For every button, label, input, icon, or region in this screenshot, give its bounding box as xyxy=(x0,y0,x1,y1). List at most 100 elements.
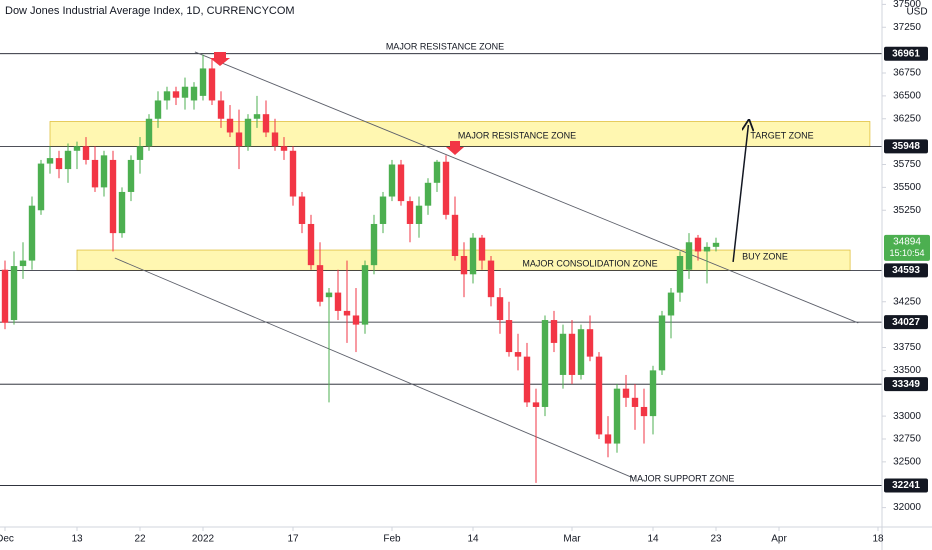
candle-body xyxy=(469,237,477,275)
x-tick-label: 14 xyxy=(467,534,479,545)
level-label: 35948 xyxy=(892,141,920,152)
candle-body xyxy=(487,260,495,298)
y-tick-label: 33500 xyxy=(893,365,921,376)
level-label-bg xyxy=(884,263,928,278)
x-tick-label: Mar xyxy=(563,534,581,545)
arrow-marker xyxy=(210,52,230,66)
candle-body xyxy=(622,388,630,398)
candle-body xyxy=(361,265,369,325)
candle-body xyxy=(64,150,72,170)
candle-body xyxy=(568,333,576,375)
candle-body xyxy=(505,320,513,353)
x-tick-label: 17 xyxy=(287,534,299,545)
candle-body xyxy=(604,434,612,444)
candle-body xyxy=(541,320,549,407)
y-tick-label: 37500 xyxy=(893,0,921,10)
candle-body xyxy=(190,86,198,101)
level-label: 33349 xyxy=(892,379,920,390)
candle-body xyxy=(154,100,162,119)
plot-area xyxy=(0,51,882,486)
candle-body xyxy=(127,159,135,192)
candle-body xyxy=(397,164,405,202)
candle-body xyxy=(298,196,306,224)
candle-body xyxy=(433,161,441,183)
candle-body xyxy=(226,118,234,133)
target-arrow xyxy=(732,125,748,263)
candle-body xyxy=(37,163,45,211)
candle-body xyxy=(559,333,567,375)
candle-body xyxy=(109,159,117,234)
y-tick-label: 35250 xyxy=(893,205,921,216)
candle-body xyxy=(370,223,378,266)
y-tick-label: 32750 xyxy=(893,434,921,445)
candle-body xyxy=(253,114,261,119)
candle-body xyxy=(280,146,288,151)
x-tick-label: 14 xyxy=(647,534,659,545)
y-tick-label: 33000 xyxy=(893,411,921,422)
y-tick-label: 34250 xyxy=(893,296,921,307)
candle-body xyxy=(82,146,90,160)
last-price: 34894 xyxy=(893,236,921,247)
annotation: MAJOR CONSOLIDATION ZONE xyxy=(522,258,657,268)
candle-body xyxy=(289,150,297,197)
candle-body xyxy=(658,315,666,371)
candle-body xyxy=(649,370,657,417)
candle-body xyxy=(262,114,270,133)
candle-body xyxy=(406,201,414,224)
candle-body xyxy=(10,266,18,321)
candle-body xyxy=(316,265,324,302)
candle-body xyxy=(550,320,558,343)
level-label: 36961 xyxy=(892,48,920,59)
candle-body xyxy=(181,86,189,98)
y-tick-label: 33750 xyxy=(893,342,921,353)
candle-body xyxy=(442,161,450,215)
candle-body xyxy=(703,246,711,252)
x-tick-label: Apr xyxy=(771,534,787,545)
candle-body xyxy=(496,297,504,321)
chart-title: Dow Jones Industrial Average Index, 1D, … xyxy=(5,5,295,17)
trend-line xyxy=(114,257,634,479)
y-tick-label: 36500 xyxy=(893,91,921,102)
level-label: 34027 xyxy=(892,317,920,328)
candle-body xyxy=(91,159,99,188)
level-label-bg xyxy=(884,46,928,61)
candle-body xyxy=(19,260,27,267)
candle-body xyxy=(640,406,648,417)
candle-body xyxy=(595,356,603,435)
x-tick-label: 2022 xyxy=(192,534,215,545)
annotation: BUY ZONE xyxy=(742,251,788,261)
level-label: 32241 xyxy=(892,480,920,491)
candle-body xyxy=(28,205,36,261)
candle-body xyxy=(55,158,63,170)
candle-body xyxy=(424,182,432,206)
candle-body xyxy=(163,91,171,101)
candle-body xyxy=(325,292,333,298)
candle-body xyxy=(46,158,54,164)
candle-body xyxy=(694,237,702,252)
candle-body xyxy=(712,242,720,247)
candle-body xyxy=(379,196,387,224)
candle-body xyxy=(217,100,225,119)
candle-body xyxy=(172,91,180,98)
candle-body xyxy=(334,292,342,311)
candle-body xyxy=(577,329,585,375)
candle-body xyxy=(685,242,693,270)
candle-body xyxy=(136,146,144,160)
candle-body xyxy=(415,205,423,224)
candle-body xyxy=(514,352,522,357)
y-tick-label: 36750 xyxy=(893,68,921,79)
candle-body xyxy=(118,191,126,234)
candle-body xyxy=(676,255,684,293)
candle-body xyxy=(199,68,207,96)
candle-body xyxy=(586,329,594,357)
x-tick-label: Dec xyxy=(0,534,14,545)
x-tick-label: 23 xyxy=(710,534,722,545)
candle-body xyxy=(208,68,216,101)
candle-body xyxy=(352,315,360,325)
candle-body xyxy=(667,292,675,316)
candle-body xyxy=(73,146,81,151)
candle-body xyxy=(100,155,108,188)
y-tick-label: 35500 xyxy=(893,182,921,193)
countdown: 15:10:54 xyxy=(889,248,924,258)
